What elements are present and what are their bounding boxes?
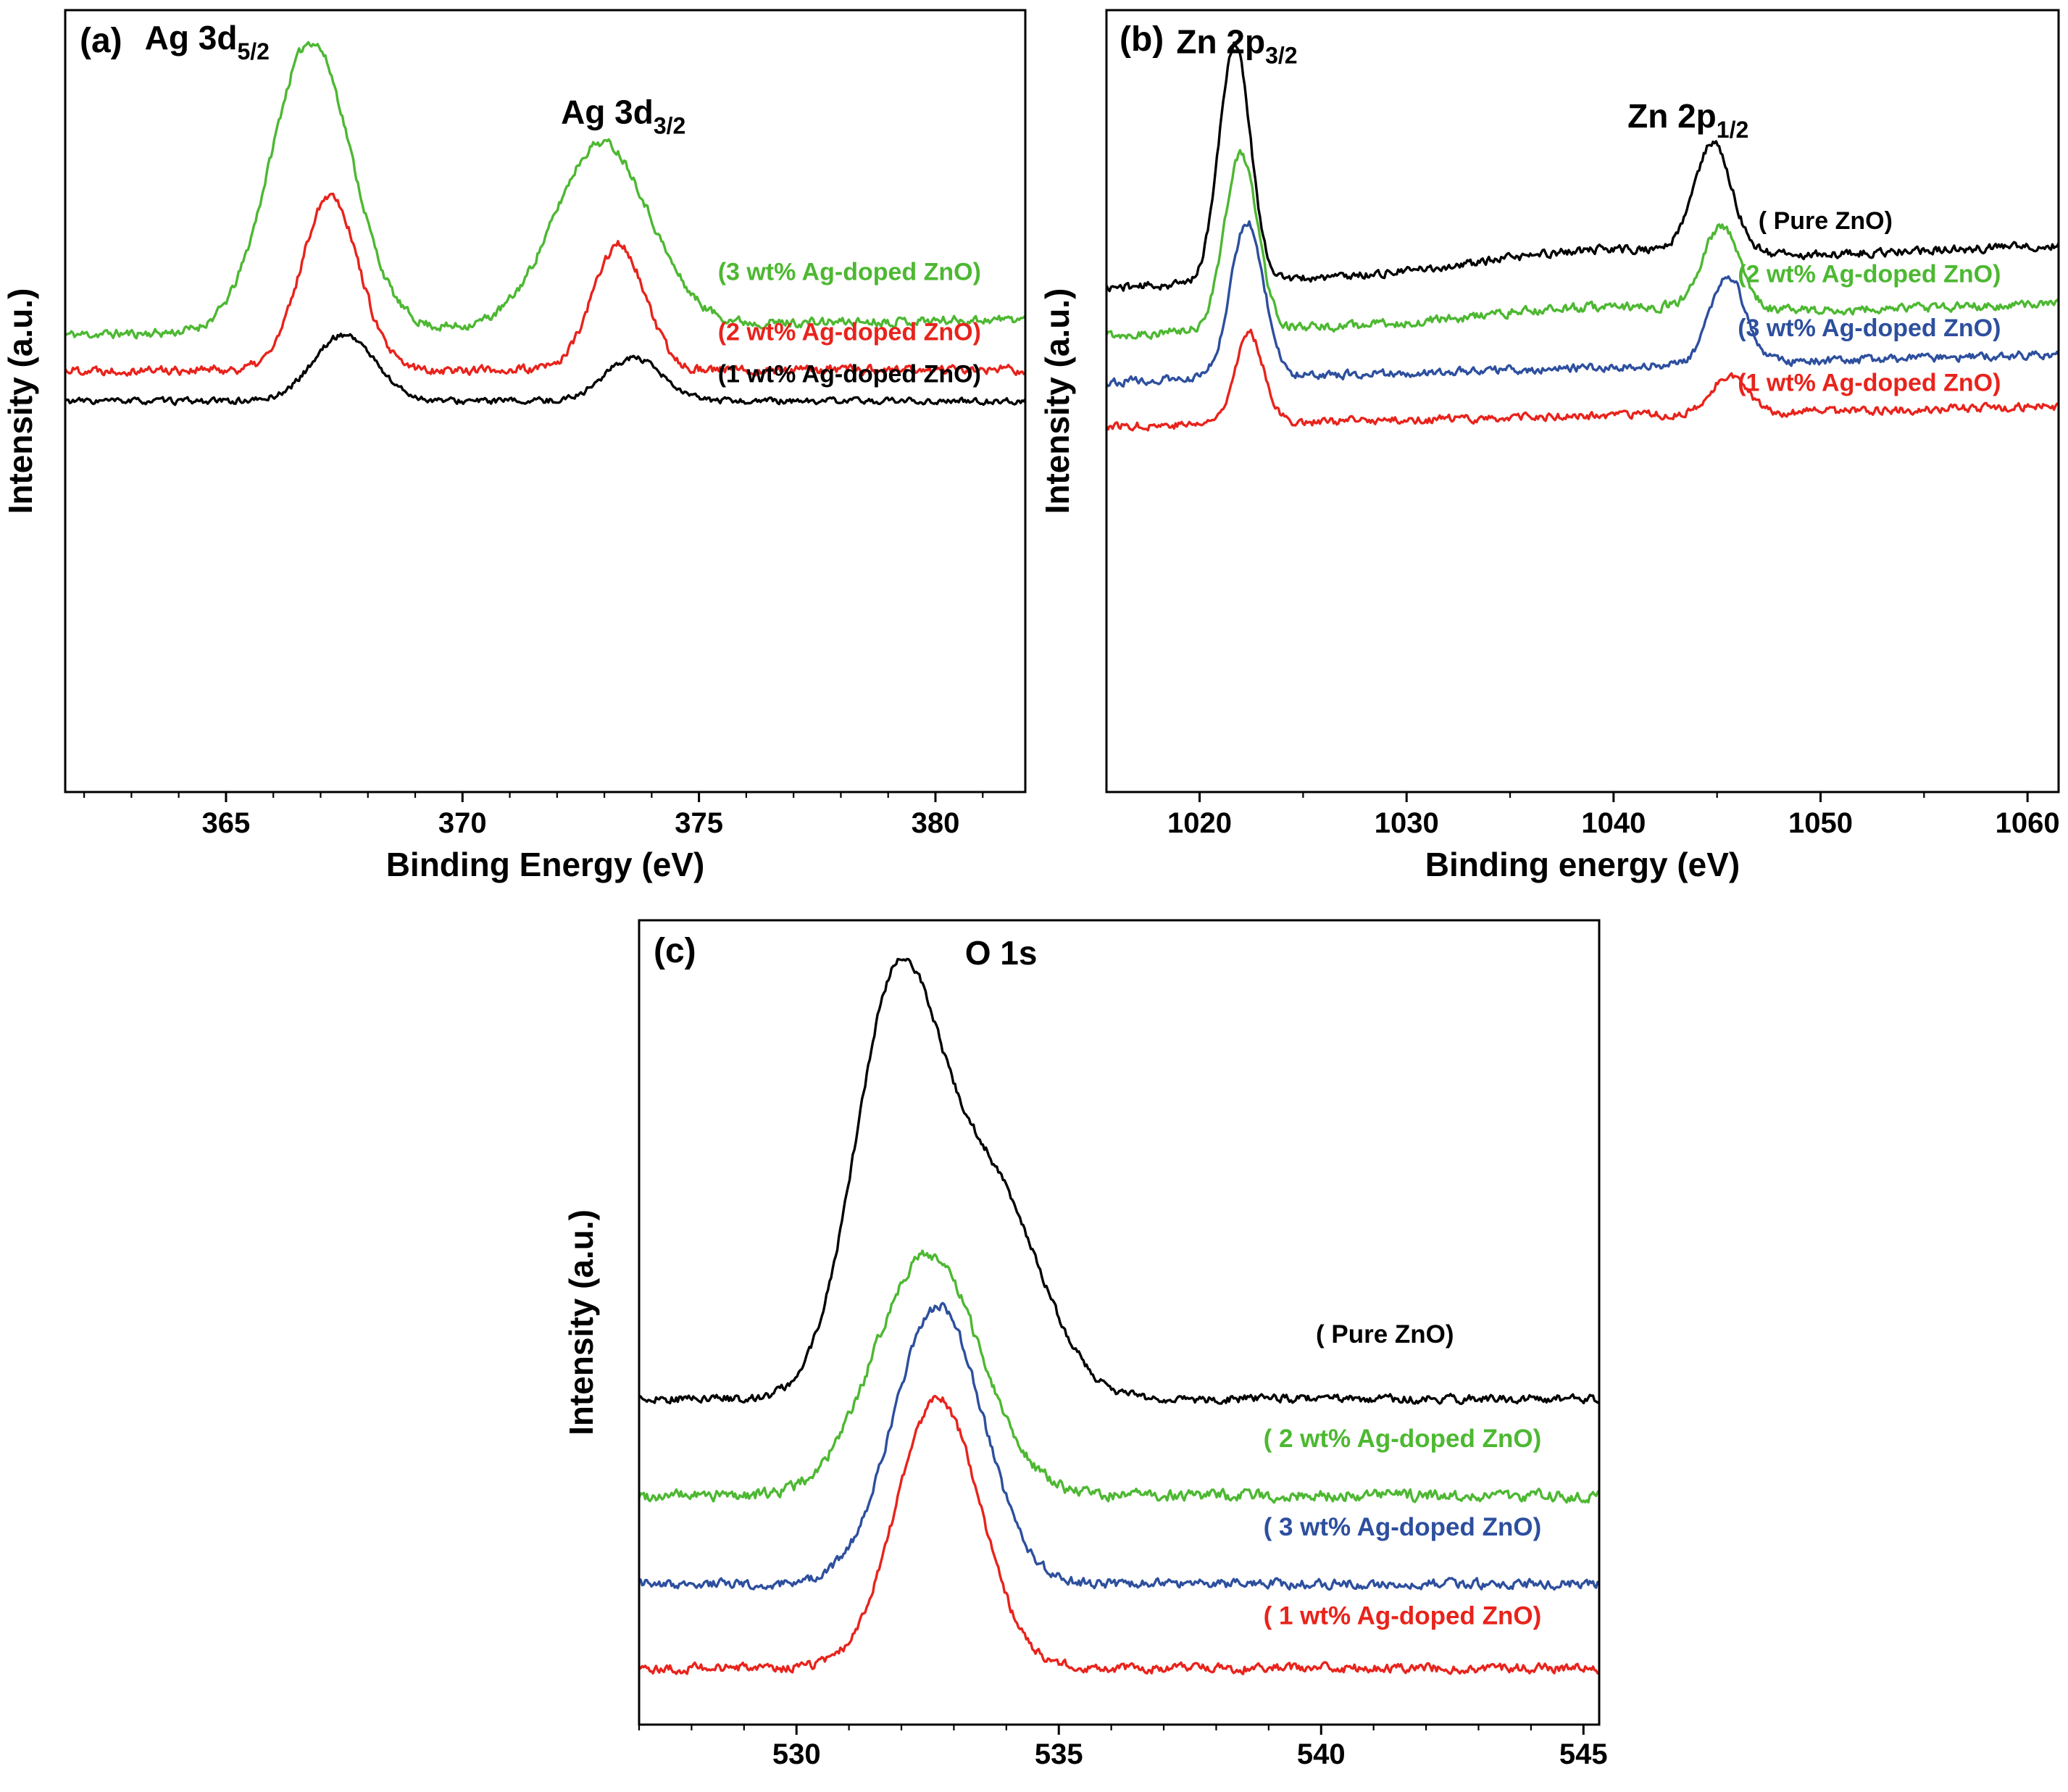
series-label-2-wt-ag-doped-zno: (2 wt% Ag-doped ZnO)	[1738, 261, 2001, 288]
panel-tag: (a)	[80, 22, 122, 60]
curve-3-wt-ag-doped-zno	[1107, 220, 2058, 388]
panel-a-svg: (3 wt% Ag-doped ZnO) (2 wt% Ag-doped ZnO)…	[1, 9, 1027, 883]
curve-2-wt-ag-doped-zno	[640, 1249, 1598, 1504]
curve-1-wt-ag-doped-zno	[66, 333, 1025, 407]
x-tick-label: 370	[438, 807, 487, 839]
x-tick-label: 365	[202, 807, 251, 839]
x-tick-label: 530	[772, 1738, 821, 1770]
y-axis-title: Intensity (a.u.)	[7, 288, 39, 514]
series-label-pure-zno: ( Pure ZnO)	[1316, 1320, 1454, 1349]
peak-label-2: Zn 2p1/2	[1627, 97, 1748, 143]
x-tick-label: 380	[912, 807, 960, 839]
series-label-1-wt-ag-doped-zno: (1 wt% Ag-doped ZnO)	[718, 361, 981, 388]
x-tick-label: 540	[1297, 1738, 1346, 1770]
curve-pure-zno	[640, 957, 1598, 1405]
curve-pure-zno	[1107, 41, 2058, 293]
series-label-3-wt-ag-doped-zno: (3 wt% Ag-doped ZnO)	[718, 258, 981, 286]
series-label-3-wt-ag-doped-zno: ( 3 wt% Ag-doped ZnO)	[1264, 1513, 1542, 1541]
series-label-1-wt-ag-doped-zno: (1 wt% Ag-doped ZnO)	[1738, 370, 2001, 397]
panel-b: ( Pure ZnO) (2 wt% Ag-doped ZnO) (3 wt% Ag…	[1038, 6, 2068, 904]
series-label-2-wt-ag-doped-zno: (2 wt% Ag-doped ZnO)	[718, 318, 981, 346]
curve-2-wt-ag-doped-zno	[66, 192, 1025, 377]
x-axis-title: Binding Energy (eV)	[386, 846, 705, 883]
plot-frame	[1105, 9, 2060, 793]
peak-label-1: Ag 3d5/2	[145, 19, 270, 64]
x-axis-title: Binding energy (eV)	[1425, 846, 1740, 883]
x-tick-label: 375	[675, 807, 723, 839]
x-tick-label: 1040	[1581, 807, 1646, 839]
peak-label-2: Ag 3d3/2	[561, 93, 685, 139]
curve-1-wt-ag-doped-zno	[640, 1394, 1598, 1675]
x-tick-label: 1050	[1788, 807, 1853, 839]
curve-2-wt-ag-doped-zno	[1107, 149, 2058, 341]
x-tick-label: 1060	[1996, 807, 2060, 839]
x-tick-label: 545	[1559, 1738, 1608, 1770]
panel-c-svg: ( Pure ZnO) ( 2 wt% Ag-doped ZnO) ( 3 wt% …	[562, 919, 1608, 1770]
peak-label-1: Zn 2p3/2	[1176, 22, 1297, 68]
panel-a: (3 wt% Ag-doped ZnO) (2 wt% Ag-doped ZnO)…	[1, 6, 1039, 904]
curve-3-wt-ag-doped-zno	[66, 41, 1025, 340]
plot-frame	[638, 919, 1601, 1726]
peak-label-1: O 1s	[965, 934, 1038, 972]
panel-b-svg: ( Pure ZnO) (2 wt% Ag-doped ZnO) (3 wt% Ag…	[1038, 9, 2060, 883]
series-label-3-wt-ag-doped-zno: (3 wt% Ag-doped ZnO)	[1738, 314, 2001, 342]
y-axis-title: Intensity (a.u.)	[1040, 288, 1076, 514]
x-tick-label: 1030	[1375, 807, 1439, 839]
series-label-1-wt-ag-doped-zno: ( 1 wt% Ag-doped ZnO)	[1264, 1601, 1542, 1630]
curve-1-wt-ag-doped-zno	[1107, 328, 2058, 432]
series-label-2-wt-ag-doped-zno: ( 2 wt% Ag-doped ZnO)	[1264, 1425, 1542, 1453]
curve-3-wt-ag-doped-zno	[640, 1301, 1598, 1591]
series-label-pure-zno: ( Pure ZnO)	[1759, 207, 1893, 235]
panel-tag: (b)	[1120, 20, 1164, 59]
panel-tag: (c)	[654, 932, 696, 970]
x-tick-label: 535	[1035, 1738, 1083, 1770]
x-tick-label: 1020	[1167, 807, 1232, 839]
plot-frame	[64, 9, 1027, 793]
y-axis-title: Intensity (a.u.)	[562, 1209, 600, 1435]
panel-c: ( Pure ZnO) ( 2 wt% Ag-doped ZnO) ( 3 wt% …	[558, 906, 1645, 1792]
